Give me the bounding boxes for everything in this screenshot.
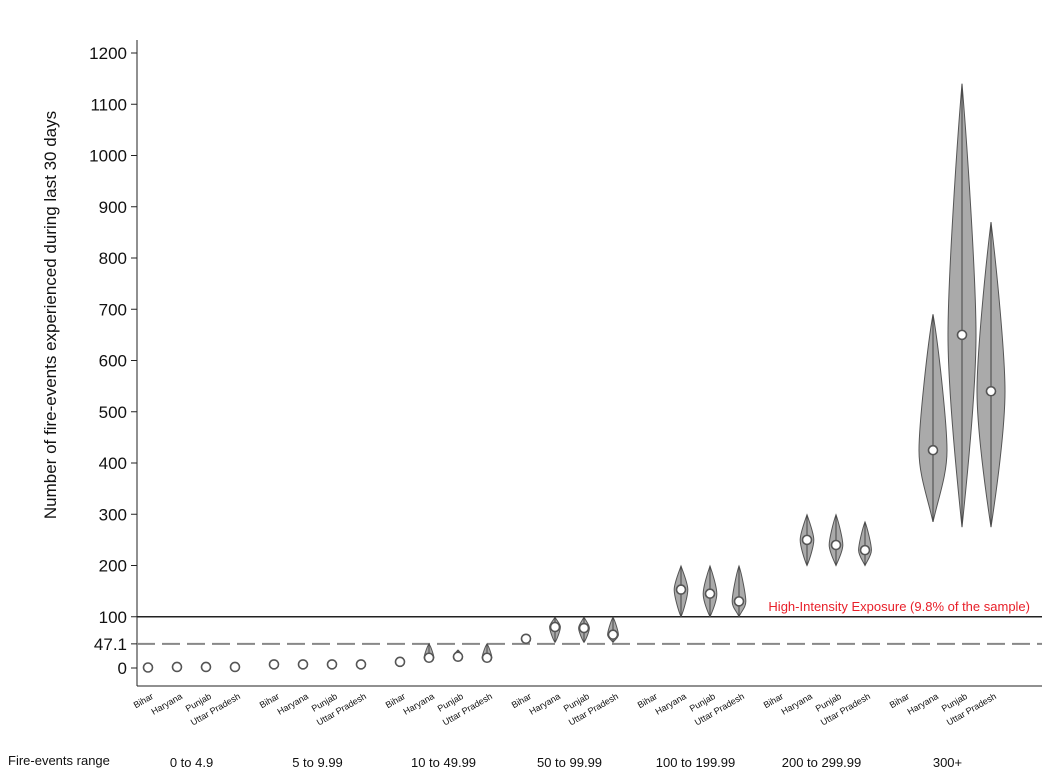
median-marker (520, 633, 532, 645)
y-tick-label: 1200 (89, 44, 127, 63)
high-intensity-annotation: High-Intensity Exposure (9.8% of the sam… (768, 599, 1030, 614)
median-marker (733, 596, 745, 607)
median-marker (927, 444, 939, 456)
median-marker (956, 329, 968, 341)
median-marker (985, 385, 997, 397)
median-marker (549, 621, 561, 633)
y-axis-label: Number of fire-events experienced during… (41, 111, 60, 519)
median-marker (200, 661, 212, 673)
y-tick-label: 1100 (90, 95, 127, 114)
y-tick-label: 1000 (89, 147, 127, 166)
y-tick-label: 100 (99, 608, 127, 627)
median-marker (394, 656, 406, 668)
median-marker (171, 661, 183, 673)
median-marker (229, 661, 241, 673)
plot-area: High-Intensity Exposure (9.8% of the sam… (136, 40, 1042, 687)
group-labels: 0 to 4.9 5 to 9.99 10 to 49.99 50 to 99.99 1… (170, 755, 962, 770)
median-marker (268, 659, 280, 670)
violins (142, 83, 1006, 673)
group-label: 300+ (933, 755, 962, 770)
median-marker (830, 539, 842, 551)
median-marker (481, 652, 493, 664)
y-tick-label: 700 (99, 300, 127, 319)
median-marker (142, 662, 154, 673)
median-marker (452, 651, 464, 663)
y-tick-label: 300 (99, 505, 127, 524)
y-tick-label: 400 (99, 454, 127, 473)
y-tick-label: 600 (99, 352, 127, 371)
y-tick-label: 0 (118, 659, 127, 678)
group-label: 200 to 299.99 (782, 755, 862, 770)
y-tick-label: 47.1 (94, 635, 127, 654)
median-marker (607, 629, 619, 640)
median-marker (801, 534, 813, 546)
y-tick-label: 200 (99, 557, 127, 576)
y-tick-label: 800 (99, 249, 127, 268)
median-marker (297, 659, 309, 670)
y-tick-label: 500 (99, 403, 127, 422)
median-marker (675, 584, 687, 595)
group-label: 0 to 4.9 (170, 755, 213, 770)
median-marker (423, 652, 435, 664)
y-axis: 0 47.1 100 200 300 400 500 600 700 800 900 1000 1100… (89, 44, 137, 678)
group-label: 5 to 9.99 (292, 755, 343, 770)
median-marker (859, 544, 871, 556)
group-label: 50 to 99.99 (537, 755, 602, 770)
y-tick-label: 900 (99, 198, 127, 217)
group-label: 10 to 49.99 (411, 755, 476, 770)
median-marker (326, 659, 338, 670)
median-marker (355, 659, 367, 670)
median-marker (704, 588, 716, 599)
group-axis-label: Fire-events range (8, 753, 110, 768)
median-marker (578, 622, 590, 634)
group-label: 100 to 199.99 (656, 755, 736, 770)
